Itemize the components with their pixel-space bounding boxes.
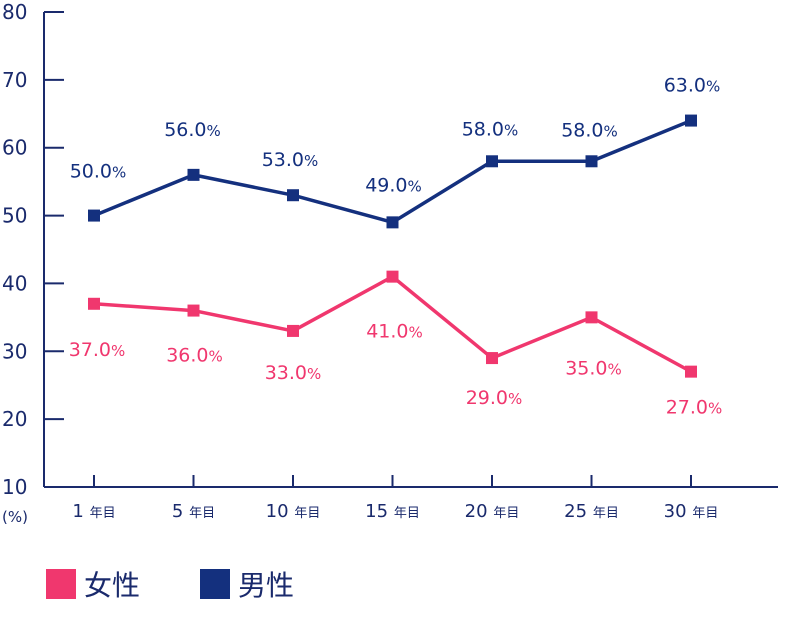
data-label-male-25: 58.0% xyxy=(561,119,618,141)
legend-swatch-male xyxy=(200,569,231,599)
data-label-male-15: 49.0% xyxy=(365,174,422,196)
y-tick-label-10: 10 xyxy=(2,475,27,499)
legend-swatch-female xyxy=(46,569,76,599)
legend-label-male: 男性 xyxy=(238,569,295,602)
data-point-male-25 xyxy=(585,155,598,168)
data-label-male-30: 63.0% xyxy=(664,75,721,97)
y-unit-label: (%) xyxy=(2,508,28,526)
data-point-female-1 xyxy=(88,297,100,310)
data-point-female-20 xyxy=(486,352,498,365)
x-tick-label-5: 5 年目 xyxy=(172,501,215,522)
data-label-female-25: 35.0% xyxy=(565,357,622,379)
line-chart: 10 20 30 40 50 60 70 80 (%) 1 年目 5 年目 10 年目 15 年目 20 … xyxy=(2,0,778,526)
x-tick-label-20: 20 年目 xyxy=(465,501,520,522)
data-label-female-30: 27.0% xyxy=(666,397,723,419)
data-label-male-20: 58.0% xyxy=(462,118,519,140)
data-label-male-5: 56.0% xyxy=(164,119,221,141)
data-point-female-30 xyxy=(685,365,697,378)
legend-label-female: 女性 xyxy=(84,569,141,602)
data-point-male-10 xyxy=(287,189,299,202)
data-point-female-5 xyxy=(187,304,200,317)
data-label-male-10: 53.0% xyxy=(262,149,319,171)
data-label-male-1: 50.0% xyxy=(70,161,127,183)
data-label-female-15: 41.0% xyxy=(366,321,423,343)
data-point-male-5 xyxy=(187,168,200,181)
data-label-female-10: 33.0% xyxy=(265,362,322,384)
y-tick-label-70: 70 xyxy=(2,68,27,92)
data-point-female-25 xyxy=(585,311,598,324)
x-tick-label-1: 1 年目 xyxy=(72,501,115,522)
data-label-female-20: 29.0% xyxy=(466,387,523,409)
y-tick-label-50: 50 xyxy=(2,204,27,228)
data-point-male-1 xyxy=(88,209,100,222)
legend: 女性 男性 xyxy=(46,564,294,604)
x-tick-label-10: 10 年目 xyxy=(266,501,321,522)
y-tick-label-20: 20 xyxy=(2,407,27,431)
x-tick-label-25: 25 年目 xyxy=(564,501,619,522)
data-point-female-15 xyxy=(386,270,399,283)
data-label-female-5: 36.0% xyxy=(166,345,223,367)
data-point-male-30 xyxy=(685,114,697,127)
y-tick-label-80: 80 xyxy=(2,0,27,24)
legend-item-male: 男性 xyxy=(200,564,294,604)
y-tick-label-60: 60 xyxy=(2,136,27,160)
legend-item-female: 女性 xyxy=(46,564,140,604)
y-tick-label-40: 40 xyxy=(2,271,27,295)
x-tick-label-30: 30 年目 xyxy=(664,501,719,522)
y-tick-label-30: 30 xyxy=(2,339,27,363)
data-point-female-10 xyxy=(287,324,299,337)
data-label-female-1: 37.0% xyxy=(69,339,126,361)
x-tick-label-15: 15 年目 xyxy=(365,501,420,522)
data-point-male-15 xyxy=(386,216,399,229)
data-point-male-20 xyxy=(486,155,498,168)
